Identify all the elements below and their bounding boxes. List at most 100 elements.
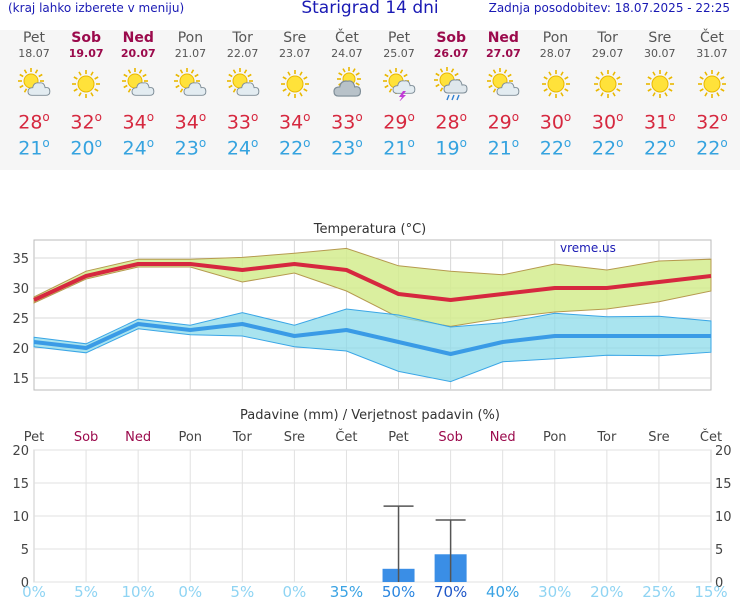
precipitation-y-tick-left: 0 [21, 576, 29, 591]
precipitation-probability: 0% [282, 583, 306, 600]
day-date: 25.07 [383, 47, 415, 60]
min-temperature: 22o [539, 136, 572, 160]
day-date: 21.07 [174, 47, 207, 60]
precipitation-y-tick-left: 10 [12, 510, 29, 525]
watermark: vreme.us [560, 241, 616, 255]
max-temperature: 29o [383, 110, 415, 134]
day-name: Tor [232, 30, 253, 46]
max-temperature: 33o [331, 110, 363, 134]
precipitation-day-label: Pon [543, 430, 567, 445]
sun-thunder-icon [382, 67, 416, 102]
day-name: Ned [122, 30, 154, 46]
day-date: 26.07 [433, 47, 469, 60]
sun-icon [643, 67, 677, 101]
day-name: Pon [542, 30, 569, 46]
precipitation-day-label: Ned [125, 430, 151, 445]
day-date: 19.07 [68, 47, 104, 60]
precipitation-day-label: Sob [74, 430, 98, 445]
day-date: 20.07 [120, 47, 156, 60]
day-name: Ned [487, 30, 519, 46]
header-bar: (kraj lahko izberete v meniju) Starigrad… [0, 0, 740, 22]
min-temperature: 22o [644, 136, 676, 160]
max-temperature: 29o [487, 110, 520, 134]
max-temperature: 34o [122, 110, 155, 134]
temperature-chart-title: Temperatura (°C) [313, 222, 426, 237]
sun-cloud-icon [17, 67, 51, 101]
precipitation-y-tick-right: 5 [715, 543, 723, 558]
precipitation-probability: 0% [178, 583, 202, 600]
day-date: 22.07 [226, 47, 259, 60]
sun-cloud-icon [121, 67, 155, 101]
precipitation-probability: 5% [230, 583, 254, 600]
min-temperature: 22o [591, 136, 624, 160]
precipitation-day-label: Ned [490, 430, 516, 445]
day-date: 27.07 [485, 47, 521, 60]
day-column: Ned 27.07 29o 21o [477, 30, 529, 160]
min-temperature: 21o [383, 136, 415, 160]
day-column: Ned 20.07 34o 24o [112, 30, 164, 160]
day-column: Tor 22.07 33o 24o [217, 30, 269, 160]
precipitation-day-label: Pon [178, 430, 202, 445]
min-temperature: 23o [331, 136, 363, 160]
day-column: Sre 30.07 31o 22o [634, 30, 686, 160]
max-temperature: 31o [644, 110, 676, 134]
temperature-y-tick: 15 [12, 372, 29, 387]
day-name: Čet [334, 30, 359, 46]
precipitation-probability: 15% [694, 583, 727, 600]
precipitation-probability: 5% [74, 583, 98, 600]
precipitation-day-label: Pet [24, 430, 44, 445]
day-column: Tor 29.07 30o 22o [582, 30, 634, 160]
min-temperature: 21o [487, 136, 520, 160]
sun-icon [591, 67, 625, 101]
day-name: Čet [699, 30, 724, 46]
precipitation-probability: 20% [590, 583, 623, 600]
day-date: 23.07 [279, 47, 311, 60]
day-column: Sob 26.07 28o 19o [425, 30, 477, 159]
day-name: Sre [648, 30, 672, 46]
precipitation-day-label: Sob [438, 430, 462, 445]
day-date: 24.07 [331, 47, 363, 60]
sun-icon [695, 67, 729, 101]
precipitation-probability: 70% [434, 583, 467, 600]
precipitation-probability: 0% [22, 583, 46, 600]
day-date: 30.07 [644, 47, 676, 60]
min-temperature-line [33, 322, 711, 356]
precipitation-probability: 50% [382, 583, 415, 600]
day-column: Pet 18.07 28o 21o [8, 30, 60, 160]
min-temperature: 21o [18, 136, 50, 160]
day-name: Sob [436, 30, 467, 46]
day-column: Čet 24.07 33o 23o [321, 30, 373, 160]
temperature-y-tick: 20 [12, 342, 29, 357]
precipitation-y-tick-left: 15 [12, 477, 29, 492]
max-temperature: 28o [435, 110, 467, 134]
temperature-y-tick: 35 [12, 252, 29, 267]
max-temperature: 28o [18, 110, 50, 134]
min-temperature: 22o [278, 136, 311, 160]
max-temperature: 32o [70, 110, 102, 134]
precipitation-y-tick-right: 15 [715, 477, 732, 492]
precipitation-probability: 10% [121, 583, 154, 600]
sun-rain-icon [434, 67, 468, 101]
day-column: Pet 25.07 29o 21o [373, 30, 425, 160]
min-temperature: 20o [70, 136, 102, 160]
min-temperature: 24o [226, 136, 259, 160]
max-temperature: 34o [174, 110, 207, 134]
day-column: Pon 21.07 34o 23o [164, 30, 216, 159]
max-temperature-range-band [33, 247, 712, 327]
max-temperature: 34o [278, 110, 311, 134]
location-hint[interactable]: (kraj lahko izberete v meniju) [8, 1, 185, 15]
precipitation-day-label: Sre [648, 430, 669, 445]
temperature-y-tick: 25 [12, 312, 29, 327]
last-updated: Zadnja posodobitev: 18.07.2025 - 22:25 [488, 1, 730, 15]
precipitation-probability: 35% [330, 583, 363, 600]
precipitation-day-label: Tor [596, 430, 617, 445]
temperature-y-tick: 30 [12, 282, 29, 297]
min-temperature: 24o [122, 136, 155, 160]
max-temperature: 32o [696, 110, 728, 134]
max-temperature: 33o [226, 110, 259, 134]
precipitation-chart-title: Padavine (mm) / Verjetnost padavin (%) [240, 408, 500, 423]
day-name: Pet [388, 30, 411, 46]
day-date: 18.07 [18, 47, 50, 60]
precipitation-probability: 30% [538, 583, 571, 600]
precipitation-y-tick-right: 0 [715, 576, 723, 591]
